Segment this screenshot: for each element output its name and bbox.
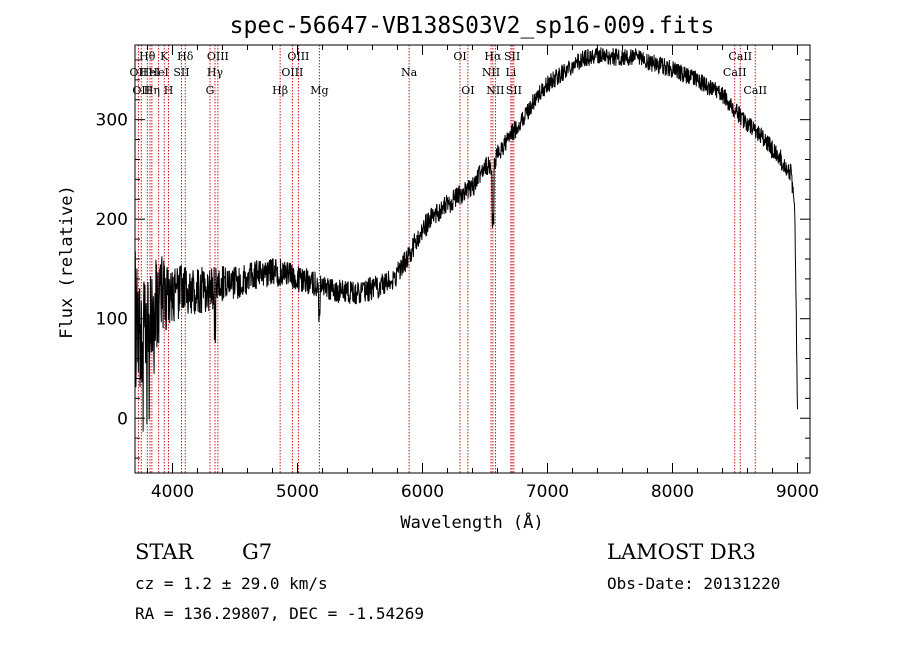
x-tick-label: 5000 <box>276 482 319 502</box>
line-label-na: Na <box>401 66 418 79</box>
x-axis-ticks: 4000 5000 6000 7000 8000 9000 <box>147 45 819 502</box>
redshift-cz: cz = 1.2 ± 29.0 km/s <box>135 574 328 593</box>
line-label-mg: Mg <box>310 84 328 97</box>
line-label-hγ: Hγ <box>207 66 224 79</box>
observation-date: Obs-Date: 20131220 <box>607 574 780 593</box>
line-label-oii: OII <box>130 66 148 79</box>
line-label-nii: NII <box>482 66 500 79</box>
line-label-g: G <box>206 84 215 97</box>
y-axis-ticks: 0 100 200 300 <box>96 59 810 459</box>
y-tick-label: 300 <box>96 111 128 131</box>
x-tick-label: 6000 <box>401 482 444 502</box>
line-label-hα: Hα <box>484 50 502 63</box>
ra-dec-coordinates: RA = 136.29807, DEC = -1.54269 <box>135 604 424 623</box>
x-tick-label: 9000 <box>776 482 819 502</box>
plot-frame <box>134 44 811 474</box>
spectral-line-markers <box>137 45 756 473</box>
y-axis-label: Flux (relative) <box>57 185 77 339</box>
y-tick-label: 100 <box>96 310 128 330</box>
line-label-hδ: Hδ <box>177 50 194 63</box>
x-tick-label: 7000 <box>526 482 569 502</box>
line-label-caii: CaII <box>743 84 767 97</box>
line-label-sii: SII <box>173 66 189 79</box>
x-tick-label: 4000 <box>151 482 194 502</box>
line-label-oii: OII <box>132 84 150 97</box>
object-subclass: G7 <box>242 540 272 564</box>
line-label-oi: OI <box>453 50 466 63</box>
line-label-sii: SII <box>506 84 522 97</box>
line-label-hei: HeI <box>140 66 160 79</box>
line-label-hθ: Hθ <box>139 50 156 63</box>
line-label-oiii: OIII <box>207 50 229 63</box>
line-label-caii: CaII <box>728 50 752 63</box>
line-label-hη: Hη <box>144 84 160 97</box>
y-tick-label: 200 <box>96 210 128 230</box>
chart-title: spec-56647-VB138S03V2_sp16-009.fits <box>230 13 715 39</box>
line-label-h: H <box>164 84 174 97</box>
line-label-oiii: OIII <box>281 66 303 79</box>
y-tick-label: 0 <box>117 409 128 429</box>
line-label-sii: SII <box>504 50 520 63</box>
line-label-oi: OI <box>461 84 474 97</box>
object-class: STAR <box>135 540 194 564</box>
line-label-hei: HeI <box>148 66 168 79</box>
line-label-hβ: Hβ <box>272 84 288 97</box>
line-label-k: K <box>160 50 169 63</box>
line-label-oiii: OIII <box>287 50 309 63</box>
survey-name: LAMOST DR3 <box>607 540 756 564</box>
x-tick-label: 8000 <box>651 482 694 502</box>
spectrum-series-line <box>134 46 798 432</box>
x-axis-label: Wavelength (Å) <box>400 511 543 533</box>
line-label-li: Li <box>505 66 516 79</box>
line-label-caii: CaII <box>723 66 747 79</box>
line-label-nii: NII <box>486 84 504 97</box>
spectral-line-labels: OIIOIIHθHeIHηHeIKHSIIHδGHγOIIIHβOIIIOIII… <box>130 50 768 97</box>
